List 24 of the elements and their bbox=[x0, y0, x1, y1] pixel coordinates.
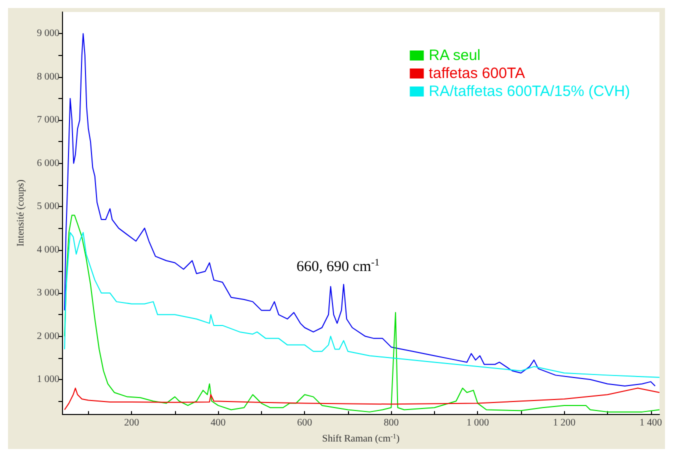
line-series bbox=[64, 388, 660, 410]
legend-label: RA/taffetas 600TA/15% (CVH) bbox=[428, 83, 630, 100]
x-tick-label: 1 200 bbox=[553, 418, 576, 429]
y-tick-label: 2 000 bbox=[36, 330, 60, 342]
line-series bbox=[64, 214, 660, 412]
x-tick-label: 1 000 bbox=[466, 418, 489, 429]
x-tick-label: 200 bbox=[124, 418, 140, 429]
y-tick-label: 9 000 bbox=[36, 28, 60, 40]
line-series bbox=[64, 232, 660, 378]
y-tick-label: 8 000 bbox=[36, 71, 60, 82]
y-tick-label: 3 000 bbox=[36, 288, 60, 299]
y-tick-label: 4 000 bbox=[36, 244, 60, 256]
x-tick-label: 800 bbox=[384, 418, 399, 429]
y-tick-label: 1 000 bbox=[36, 374, 60, 386]
x-tick-label: 400 bbox=[210, 418, 226, 429]
legend-label: RA seul bbox=[428, 47, 481, 64]
y-tick-label: 5 000 bbox=[36, 201, 60, 212]
y-tick-label: 6 000 bbox=[36, 158, 60, 169]
line-series bbox=[64, 33, 656, 386]
legend-label: taffetas 600TA bbox=[428, 65, 525, 82]
x-tick-label: 1 400 bbox=[640, 418, 662, 429]
x-tick-label: 600 bbox=[297, 418, 312, 429]
y-axis-title: Intensité (coups) bbox=[16, 180, 26, 247]
y-tick-label: 7 000 bbox=[36, 114, 60, 126]
